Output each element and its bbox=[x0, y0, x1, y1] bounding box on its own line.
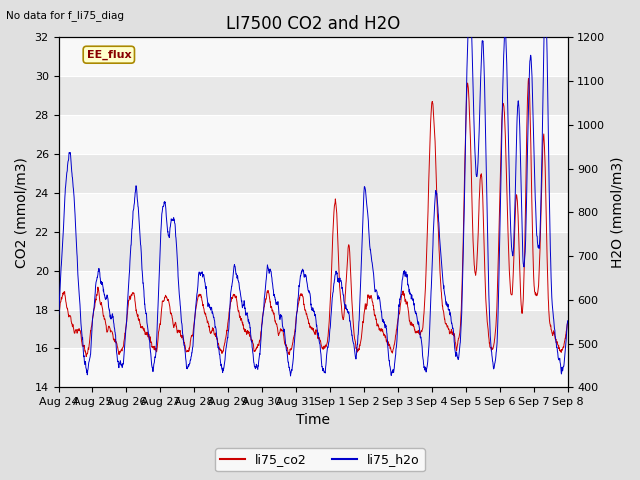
Bar bbox=[58, 37, 568, 76]
Y-axis label: CO2 (mmol/m3): CO2 (mmol/m3) bbox=[15, 157, 29, 268]
Bar bbox=[58, 76, 568, 115]
Bar bbox=[58, 154, 568, 193]
Bar bbox=[58, 232, 568, 271]
Bar bbox=[58, 271, 568, 310]
Title: LI7500 CO2 and H2O: LI7500 CO2 and H2O bbox=[226, 15, 400, 33]
Bar bbox=[58, 193, 568, 232]
Text: No data for f_li75_diag: No data for f_li75_diag bbox=[6, 10, 124, 21]
Y-axis label: H2O (mmol/m3): H2O (mmol/m3) bbox=[611, 156, 625, 268]
Bar bbox=[58, 310, 568, 348]
Bar bbox=[58, 115, 568, 154]
Legend: li75_co2, li75_h2o: li75_co2, li75_h2o bbox=[215, 448, 425, 471]
Text: EE_flux: EE_flux bbox=[86, 49, 131, 60]
X-axis label: Time: Time bbox=[296, 413, 330, 427]
Bar bbox=[58, 348, 568, 387]
